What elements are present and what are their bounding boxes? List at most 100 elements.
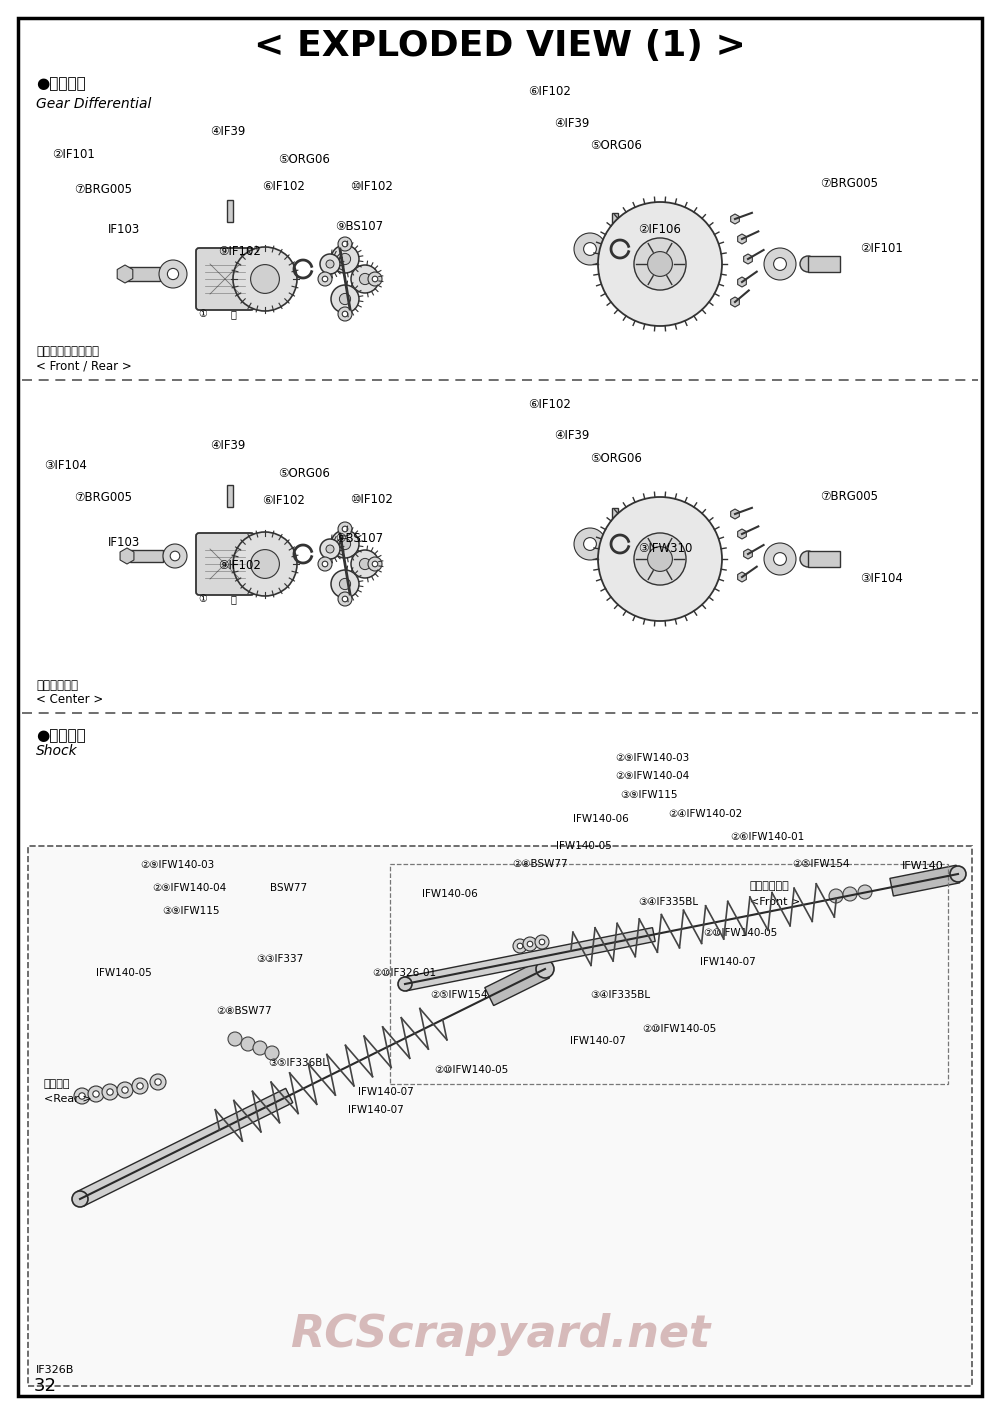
Text: ②④IFW140-02: ②④IFW140-02: [668, 809, 742, 820]
Circle shape: [800, 551, 816, 567]
Circle shape: [88, 1086, 104, 1102]
Text: ⑦BRG005: ⑦BRG005: [74, 491, 132, 505]
Circle shape: [513, 939, 527, 953]
Circle shape: [228, 1032, 242, 1046]
Polygon shape: [125, 267, 160, 281]
Text: IFW140-06: IFW140-06: [422, 888, 478, 899]
Text: ③④IF335BL: ③④IF335BL: [590, 990, 650, 1001]
Circle shape: [359, 273, 371, 284]
Text: ⑤ORG06: ⑤ORG06: [278, 467, 330, 481]
Text: ●ダンパー: ●ダンパー: [36, 728, 86, 742]
Text: Gear Differential: Gear Differential: [36, 98, 151, 112]
Circle shape: [331, 570, 359, 598]
Text: ①: ①: [199, 310, 207, 320]
Circle shape: [320, 539, 340, 559]
Polygon shape: [738, 573, 746, 583]
Circle shape: [331, 245, 359, 273]
Circle shape: [74, 1087, 90, 1104]
Circle shape: [132, 1077, 148, 1094]
Circle shape: [251, 264, 279, 293]
Circle shape: [72, 1191, 88, 1208]
Text: < Center >: < Center >: [36, 693, 103, 706]
Text: ③④IF335BL: ③④IF335BL: [638, 896, 698, 908]
Text: ②⑧BSW77: ②⑧BSW77: [216, 1005, 272, 1017]
Text: ⑪: ⑪: [230, 594, 236, 604]
Bar: [28, 846, 972, 1386]
Text: <Front >: <Front >: [750, 896, 800, 906]
Text: ④IF39: ④IF39: [554, 428, 589, 443]
Text: ③IF104: ③IF104: [860, 571, 903, 585]
Text: ⑦BRG005: ⑦BRG005: [820, 177, 878, 191]
Text: IF326B: IF326B: [36, 1365, 74, 1374]
Circle shape: [241, 1036, 255, 1051]
Circle shape: [331, 530, 359, 559]
Circle shape: [251, 550, 279, 578]
Circle shape: [320, 255, 340, 274]
Polygon shape: [120, 549, 134, 564]
Text: ⑥IF102: ⑥IF102: [528, 397, 571, 411]
Circle shape: [829, 889, 843, 904]
Text: RCScrapyard.net: RCScrapyard.net: [290, 1312, 710, 1356]
Circle shape: [368, 271, 382, 286]
Circle shape: [233, 532, 297, 595]
Circle shape: [950, 865, 966, 882]
Polygon shape: [738, 529, 746, 539]
Text: <Rear >: <Rear >: [44, 1094, 92, 1104]
Circle shape: [265, 1046, 279, 1060]
Circle shape: [764, 247, 796, 280]
Polygon shape: [738, 233, 746, 245]
Text: ②⑨IFW140-03: ②⑨IFW140-03: [140, 860, 214, 871]
Text: IFW140-07: IFW140-07: [700, 956, 756, 967]
Circle shape: [318, 271, 332, 286]
Text: Shock: Shock: [36, 744, 78, 758]
Polygon shape: [227, 485, 233, 508]
Circle shape: [167, 269, 179, 280]
Circle shape: [339, 578, 351, 590]
Text: ⑨BS107: ⑨BS107: [335, 532, 383, 546]
Text: ＜センター＞: ＜センター＞: [36, 679, 78, 691]
Circle shape: [163, 544, 187, 568]
Circle shape: [634, 238, 686, 290]
Polygon shape: [117, 264, 133, 283]
Circle shape: [774, 553, 786, 566]
FancyBboxPatch shape: [196, 533, 254, 595]
Circle shape: [322, 561, 328, 567]
Circle shape: [517, 943, 523, 949]
Circle shape: [338, 307, 352, 321]
Circle shape: [338, 522, 352, 536]
Text: ④IF39: ④IF39: [554, 116, 589, 130]
Text: ⑨IF102: ⑨IF102: [218, 245, 261, 259]
Polygon shape: [612, 508, 618, 526]
Text: ⑥IF102: ⑥IF102: [262, 493, 305, 508]
Text: ②⑨IFW140-04: ②⑨IFW140-04: [152, 882, 226, 894]
Circle shape: [535, 935, 549, 949]
Circle shape: [253, 1041, 267, 1055]
Text: IFW140-07: IFW140-07: [570, 1035, 626, 1046]
Circle shape: [342, 526, 348, 532]
Polygon shape: [744, 549, 752, 559]
Circle shape: [233, 247, 297, 311]
Polygon shape: [744, 255, 752, 264]
Circle shape: [339, 253, 351, 264]
Polygon shape: [485, 960, 549, 1005]
Text: IF103: IF103: [108, 222, 140, 236]
Text: ②⑧BSW77: ②⑧BSW77: [512, 858, 568, 870]
Text: ⑩IF102: ⑩IF102: [350, 180, 393, 194]
Circle shape: [527, 942, 533, 947]
FancyBboxPatch shape: [196, 247, 254, 310]
Text: < EXPLODED VIEW (1) >: < EXPLODED VIEW (1) >: [254, 30, 746, 64]
Circle shape: [326, 544, 334, 553]
Polygon shape: [808, 551, 840, 567]
Text: ③⑨IFW115: ③⑨IFW115: [620, 789, 678, 800]
Text: < Front / Rear >: < Front / Rear >: [36, 359, 132, 372]
Text: ②IF106: ②IF106: [638, 222, 681, 236]
Text: ②⑥IFW140-01: ②⑥IFW140-01: [730, 831, 804, 843]
Circle shape: [79, 1093, 85, 1099]
Bar: [390, 864, 948, 1085]
Text: ⑦BRG005: ⑦BRG005: [74, 182, 132, 197]
Text: ⑨IF102: ⑨IF102: [218, 559, 261, 573]
Text: ⑤ORG06: ⑤ORG06: [278, 153, 330, 167]
Text: ⑤ORG06: ⑤ORG06: [590, 451, 642, 465]
Text: ②⑤IFW154: ②⑤IFW154: [792, 858, 850, 870]
Circle shape: [159, 260, 187, 288]
